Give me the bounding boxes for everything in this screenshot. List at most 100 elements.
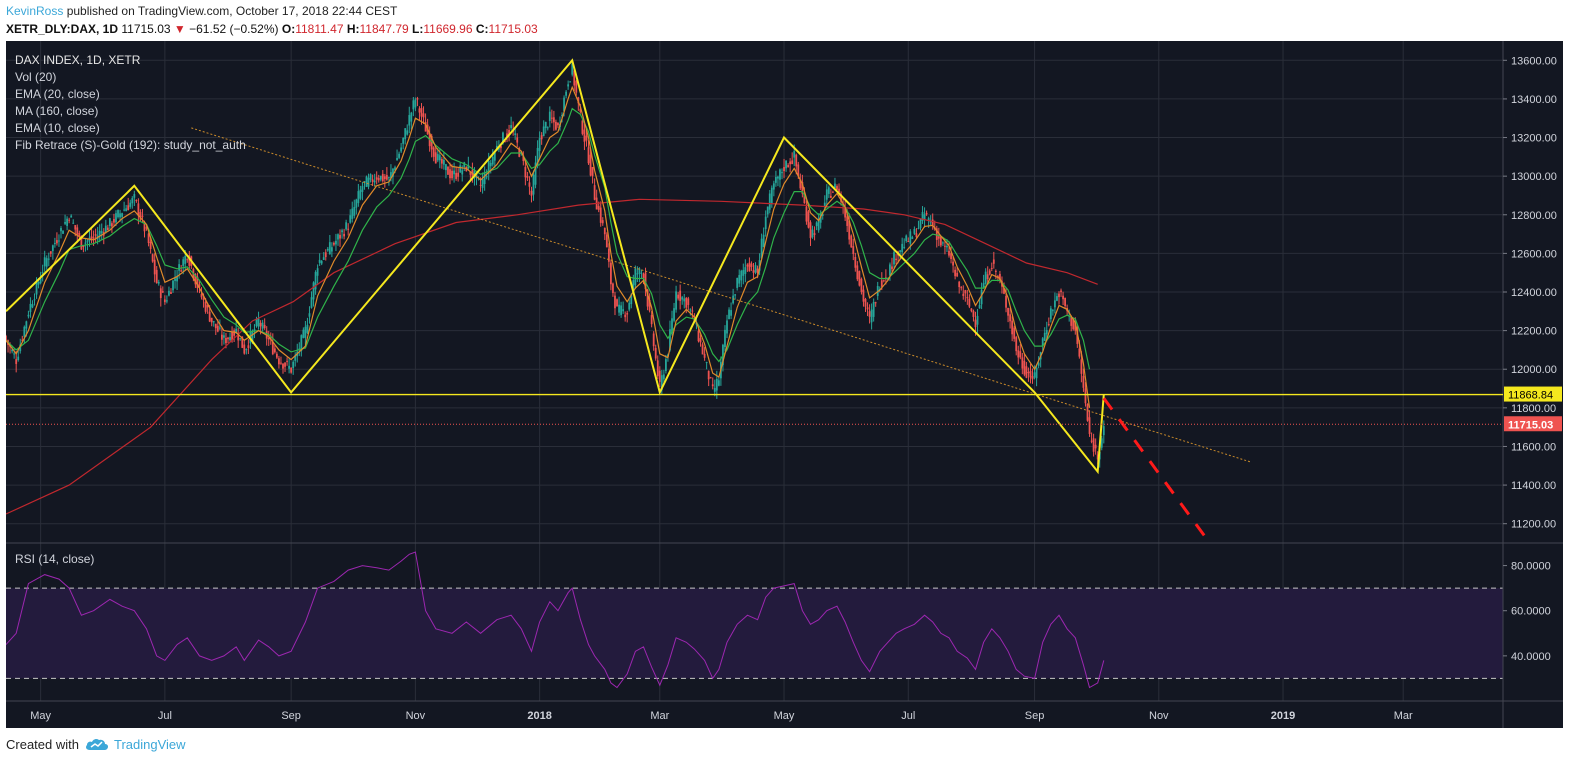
candle-body: [440, 159, 443, 164]
candle-body: [652, 333, 655, 347]
candle-body: [707, 370, 710, 380]
candle-body: [581, 120, 584, 134]
candle-body: [15, 359, 18, 364]
candle-body: [555, 121, 557, 130]
candle-body: [516, 137, 519, 143]
candle-body: [463, 162, 466, 167]
candle-body: [628, 302, 631, 310]
price-tick-label: 13000.00: [1511, 171, 1557, 183]
candle-body: [607, 248, 610, 262]
candle-body: [149, 241, 152, 249]
candle-body: [583, 129, 586, 142]
candle-body: [106, 227, 109, 231]
candle-body: [351, 208, 354, 219]
chart-area[interactable]: 13600.00 13400.00 13200.00 13000.00 12800.00…: [6, 41, 1563, 728]
fib-trendline: [191, 127, 1251, 463]
candle-body: [333, 242, 335, 245]
candle-body: [956, 272, 959, 277]
open-label: O:: [281, 22, 296, 36]
candle-body: [271, 341, 274, 355]
time-tick-label: May: [774, 710, 795, 722]
candle-body: [1029, 370, 1032, 378]
candle-body: [740, 270, 743, 281]
candle-body: [363, 181, 366, 183]
candle-body: [239, 338, 242, 340]
candle-body: [646, 289, 649, 307]
candle-body: [220, 334, 223, 340]
candle-body: [155, 269, 158, 284]
candle-body: [813, 233, 816, 235]
last-value: 11715.03: [121, 22, 171, 36]
candle-body: [6, 335, 7, 341]
candle-body: [823, 202, 826, 208]
candle-body: [459, 165, 462, 173]
candle-body: [1084, 388, 1087, 404]
candle-body: [1096, 454, 1099, 460]
candle-body: [972, 311, 975, 317]
candle-body: [1064, 298, 1067, 306]
candle-body: [789, 161, 792, 165]
candle-body: [56, 240, 58, 244]
candle-body: [163, 299, 166, 303]
candle-body: [860, 278, 863, 292]
candle-body: [1078, 348, 1081, 357]
change-value: −61.52 (−0.52%): [189, 22, 279, 36]
candle-body: [145, 227, 148, 229]
candle-body: [35, 281, 38, 295]
candle-body: [660, 375, 663, 391]
candle-body: [711, 384, 714, 387]
candle-body: [589, 154, 592, 176]
candle-body: [891, 266, 893, 270]
candle-body: [752, 270, 755, 273]
candle-body: [795, 154, 798, 167]
candle-body: [216, 325, 219, 332]
candle-body: [282, 363, 284, 369]
candle-body: [524, 167, 527, 178]
candle-body: [744, 267, 747, 274]
candle-body: [872, 301, 875, 317]
candle-body: [225, 337, 227, 344]
candle-body: [491, 156, 494, 165]
candle-body: [754, 265, 757, 273]
candle-body: [141, 215, 144, 217]
candle-body: [432, 147, 435, 157]
candle-body: [17, 356, 20, 361]
candle-body: [408, 115, 411, 126]
candle-body: [388, 177, 390, 179]
price-tick-label: 12000.00: [1511, 364, 1557, 376]
candle-body: [852, 246, 855, 255]
candle-body: [587, 147, 590, 164]
candle-body: [208, 311, 211, 322]
price-chart[interactable]: 13600.00 13400.00 13200.00 13000.00 12800.00…: [6, 41, 1563, 728]
candle-body: [1015, 337, 1018, 352]
rsi-tick-label: 60.0000: [1511, 606, 1551, 618]
low-value: 11669.96: [423, 22, 473, 36]
candle-body: [992, 259, 995, 264]
candle-body: [72, 222, 75, 224]
candle-body: [416, 98, 419, 100]
candle-body: [176, 277, 178, 282]
candle-body: [605, 234, 608, 248]
time-tick-label: Mar: [650, 710, 669, 722]
candle-body: [188, 255, 191, 266]
candle-body: [990, 267, 993, 269]
candle-body: [322, 257, 325, 260]
author-link[interactable]: KevinRoss: [6, 4, 64, 18]
candle-body: [976, 315, 979, 325]
candle-body: [390, 172, 392, 179]
candle-body: [626, 313, 629, 315]
close-value: 11715.03: [488, 22, 538, 36]
candle-body: [119, 213, 121, 218]
candle-body: [113, 219, 115, 223]
candle-body: [349, 215, 352, 223]
candle-body: [866, 307, 869, 310]
candle-body: [1080, 359, 1083, 374]
candle-body: [638, 268, 641, 274]
candle-body: [636, 273, 639, 275]
candle-body: [235, 328, 238, 334]
candle-body: [328, 242, 331, 255]
candle-body: [514, 133, 517, 135]
candle-body: [738, 275, 741, 284]
tradingview-brand[interactable]: TradingView: [85, 737, 186, 752]
candle-body: [919, 218, 922, 228]
